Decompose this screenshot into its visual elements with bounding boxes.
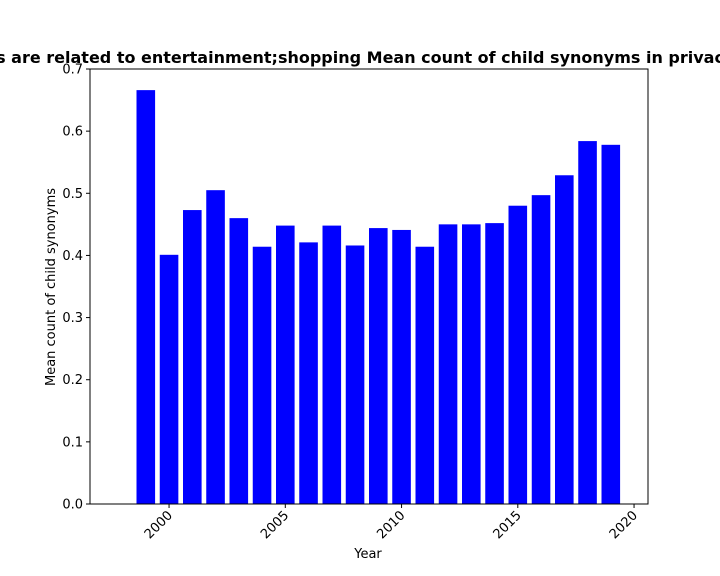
y-tick-label: 0.4 xyxy=(62,249,83,264)
y-tick-label: 0.6 xyxy=(62,125,83,140)
bar-2015 xyxy=(508,205,528,504)
bar-2003 xyxy=(229,218,249,504)
y-axis-ticks: 0.0 0.1 0.2 0.3 0.4 0.5 0.6 0.7 xyxy=(62,63,90,513)
chart-title: s are related to entertainment;shopping … xyxy=(0,48,720,67)
bar-2019 xyxy=(601,144,621,505)
bar-2011 xyxy=(415,246,435,504)
y-tick-label: 0.0 xyxy=(62,498,83,513)
bar-2016 xyxy=(531,195,551,504)
y-tick-label: 0.1 xyxy=(62,435,83,450)
x-tick-label: 2020 xyxy=(607,508,641,542)
bar-2005 xyxy=(276,225,295,504)
x-tick-label: 2005 xyxy=(258,508,292,542)
bar-2004 xyxy=(252,246,272,504)
bar-2010 xyxy=(392,229,411,504)
bars-group xyxy=(136,90,621,505)
y-axis-label: Mean count of child synonyms xyxy=(44,188,59,386)
bar-2013 xyxy=(462,224,481,504)
x-axis-ticks: 2000 2005 2010 2015 2020 xyxy=(142,504,641,542)
bar-2009 xyxy=(369,228,388,505)
y-tick-label: 0.2 xyxy=(62,373,83,388)
y-tick-label: 0.5 xyxy=(62,187,83,202)
bar-2008 xyxy=(345,245,365,504)
y-tick-label: 0.7 xyxy=(62,63,83,78)
bar-1999 xyxy=(136,90,156,504)
bar-2006 xyxy=(299,242,318,504)
bar-2014 xyxy=(485,223,504,504)
bar-2018 xyxy=(578,141,597,505)
plot-frame xyxy=(89,68,649,505)
bar-2012 xyxy=(438,224,458,504)
x-tick-label: 2000 xyxy=(142,508,176,542)
x-tick-label: 2010 xyxy=(374,508,408,542)
bar-2002 xyxy=(206,190,225,504)
x-axis-label: Year xyxy=(353,547,382,562)
x-tick-label: 2015 xyxy=(491,508,525,542)
bar-2001 xyxy=(183,210,202,505)
y-tick-label: 0.3 xyxy=(62,311,83,326)
bar-2017 xyxy=(555,175,574,504)
bar-2007 xyxy=(322,225,342,504)
bar-2000 xyxy=(159,254,179,504)
